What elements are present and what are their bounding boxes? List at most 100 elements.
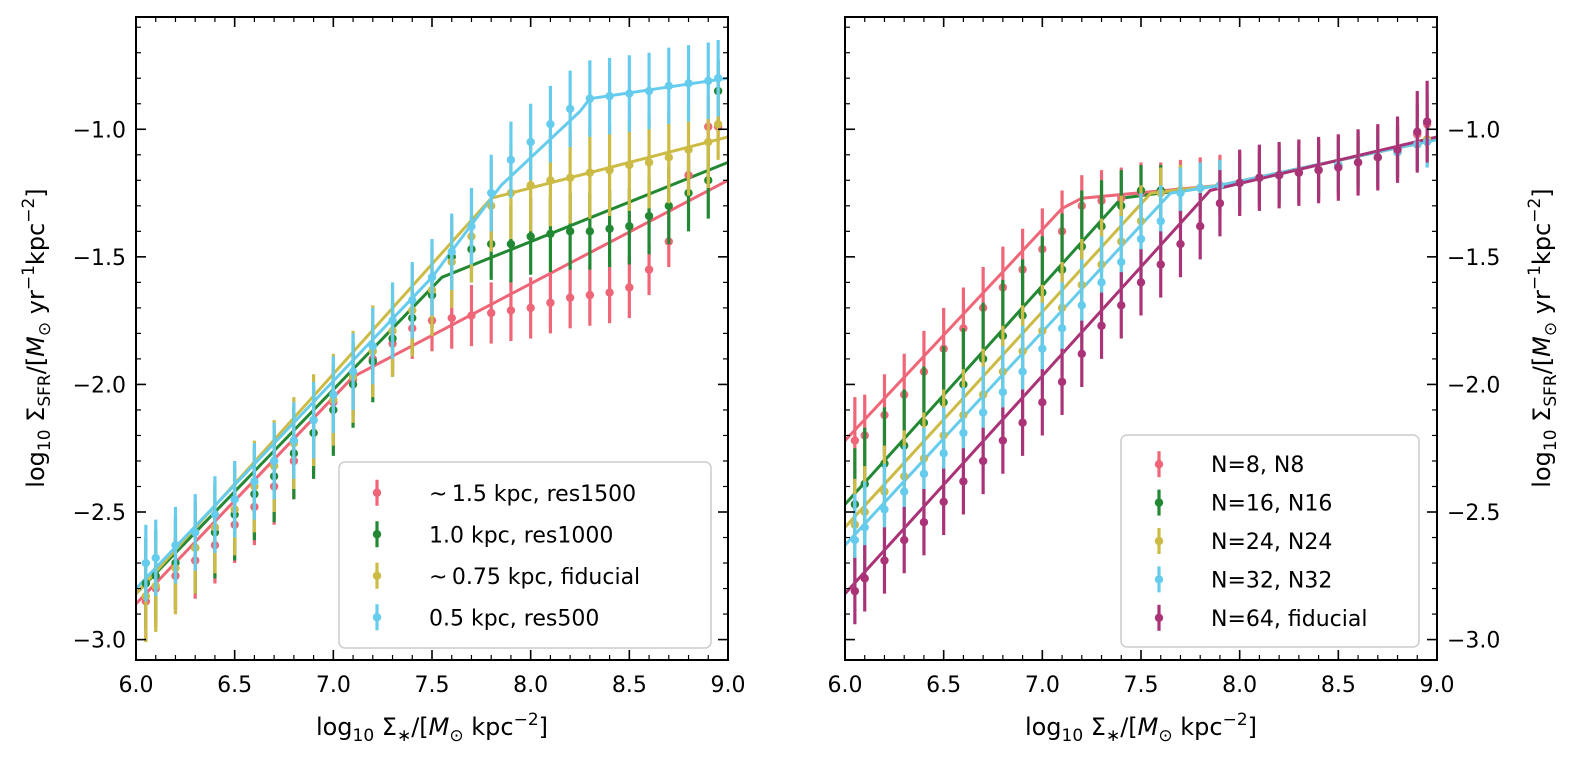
y-tick-label: −1.5 bbox=[1447, 246, 1500, 271]
data-point bbox=[230, 495, 239, 504]
left-legend-box bbox=[338, 461, 712, 649]
x-tick-label: 8.5 bbox=[1321, 673, 1356, 698]
data-point bbox=[585, 94, 595, 103]
data-point bbox=[487, 188, 496, 198]
data-point bbox=[1077, 301, 1087, 310]
legend-marker-swatch bbox=[1154, 498, 1164, 507]
y-tick-label: −3.0 bbox=[73, 629, 126, 654]
right-legend-box bbox=[1120, 434, 1420, 648]
data-point bbox=[713, 119, 723, 129]
data-point bbox=[585, 227, 595, 236]
data-point bbox=[713, 74, 723, 83]
left-panel: 6.0 6.5 7.0 7.5 8.0 8.5 9.0 −3.0 −2.5 −2.0 −1.5 −1.… bbox=[19, 16, 746, 746]
legend-marker-swatch bbox=[372, 571, 382, 580]
data-point bbox=[1018, 418, 1027, 427]
x-tick-label: 8.0 bbox=[1222, 673, 1257, 698]
data-point bbox=[526, 303, 535, 313]
data-point bbox=[1117, 301, 1126, 310]
data-point bbox=[605, 288, 614, 297]
data-point bbox=[625, 160, 634, 170]
data-point bbox=[978, 408, 988, 417]
data-point bbox=[684, 145, 693, 154]
left-xlabel: log10 Σ∗/[M⊙ kpc−2] bbox=[316, 710, 548, 746]
data-point bbox=[546, 176, 555, 185]
data-point bbox=[1018, 367, 1027, 376]
data-point bbox=[704, 76, 713, 85]
data-point bbox=[526, 232, 535, 241]
legend-marker-swatch bbox=[372, 613, 382, 622]
data-point bbox=[1413, 127, 1422, 137]
data-point bbox=[644, 211, 654, 221]
left-ylabel: log10 ΣSFR/[M⊙ yr−1kpc−2] bbox=[19, 188, 55, 487]
data-point bbox=[546, 119, 555, 129]
data-point bbox=[565, 227, 575, 236]
data-point bbox=[1274, 170, 1284, 180]
x-tick-label: 9.0 bbox=[1420, 673, 1455, 698]
data-point bbox=[1057, 324, 1067, 333]
x-tick-label: 6.5 bbox=[926, 673, 961, 698]
right-xlabel: log10 Σ∗/[M⊙ kpc−2] bbox=[1025, 710, 1257, 746]
data-point bbox=[329, 390, 338, 399]
legend-label: N=32, N32 bbox=[1211, 568, 1332, 593]
data-point bbox=[408, 296, 417, 305]
data-point bbox=[1294, 168, 1304, 177]
data-point bbox=[565, 173, 575, 182]
data-point bbox=[605, 224, 614, 233]
data-point bbox=[998, 387, 1008, 397]
data-point bbox=[1176, 239, 1185, 249]
data-point bbox=[1097, 278, 1106, 287]
data-point bbox=[467, 311, 476, 320]
y-tick-label: −1.0 bbox=[1447, 118, 1500, 143]
data-point bbox=[388, 316, 397, 325]
data-point bbox=[978, 456, 988, 466]
data-point bbox=[605, 91, 614, 101]
data-point bbox=[1156, 260, 1165, 269]
left-legend: ~ 1.5 kpc, res1500 1.0 kpc, res1000 ~ 0.75… bbox=[338, 461, 712, 649]
data-point bbox=[664, 81, 673, 91]
legend-marker-swatch bbox=[1154, 460, 1164, 469]
y-tick-label: −2.0 bbox=[73, 373, 126, 398]
data-point bbox=[1156, 216, 1165, 226]
legend-marker-swatch bbox=[1154, 536, 1164, 546]
y-tick-label: −1.5 bbox=[73, 246, 126, 271]
data-point bbox=[860, 523, 869, 532]
data-point bbox=[644, 158, 654, 167]
data-point bbox=[1097, 321, 1106, 330]
data-point bbox=[546, 298, 555, 307]
data-point bbox=[1334, 163, 1343, 172]
data-point bbox=[151, 553, 160, 563]
data-point bbox=[625, 222, 634, 231]
data-point bbox=[850, 436, 860, 445]
data-point bbox=[487, 308, 496, 318]
x-tick-label: 7.0 bbox=[316, 673, 351, 698]
data-point bbox=[1196, 183, 1205, 193]
data-point bbox=[585, 290, 595, 300]
data-point bbox=[880, 505, 889, 514]
x-tick-label: 6.5 bbox=[217, 673, 252, 698]
data-point bbox=[348, 367, 358, 376]
legend-label: 1.0 kpc, res1000 bbox=[429, 523, 613, 548]
right-legend: N=8, N8 N=16, N16 N=24, N24 N=32, N32 N=64, … bbox=[1120, 434, 1420, 648]
data-point bbox=[1314, 165, 1323, 175]
data-point bbox=[1136, 234, 1146, 244]
right-fit-line-n-64-fiducial bbox=[843, 135, 1438, 595]
data-point bbox=[309, 415, 318, 425]
data-point bbox=[919, 518, 929, 527]
data-point bbox=[939, 497, 948, 507]
data-point bbox=[1038, 398, 1047, 407]
data-point bbox=[959, 477, 968, 486]
data-point bbox=[1373, 153, 1383, 162]
right-data-points bbox=[850, 80, 1432, 625]
legend-marker-swatch bbox=[1154, 575, 1164, 584]
data-point bbox=[1353, 158, 1363, 167]
data-point bbox=[1117, 257, 1126, 267]
y-tick-label: −2.5 bbox=[73, 501, 126, 526]
x-tick-label: 6.0 bbox=[828, 673, 863, 698]
legend-label: ~ 1.5 kpc, res1500 bbox=[429, 482, 636, 507]
data-point bbox=[625, 89, 634, 98]
legend-marker-swatch bbox=[372, 530, 382, 539]
data-point bbox=[939, 449, 948, 458]
legend-label: N=8, N8 bbox=[1211, 453, 1304, 478]
legend-label: N=64, fiducial bbox=[1211, 607, 1367, 632]
